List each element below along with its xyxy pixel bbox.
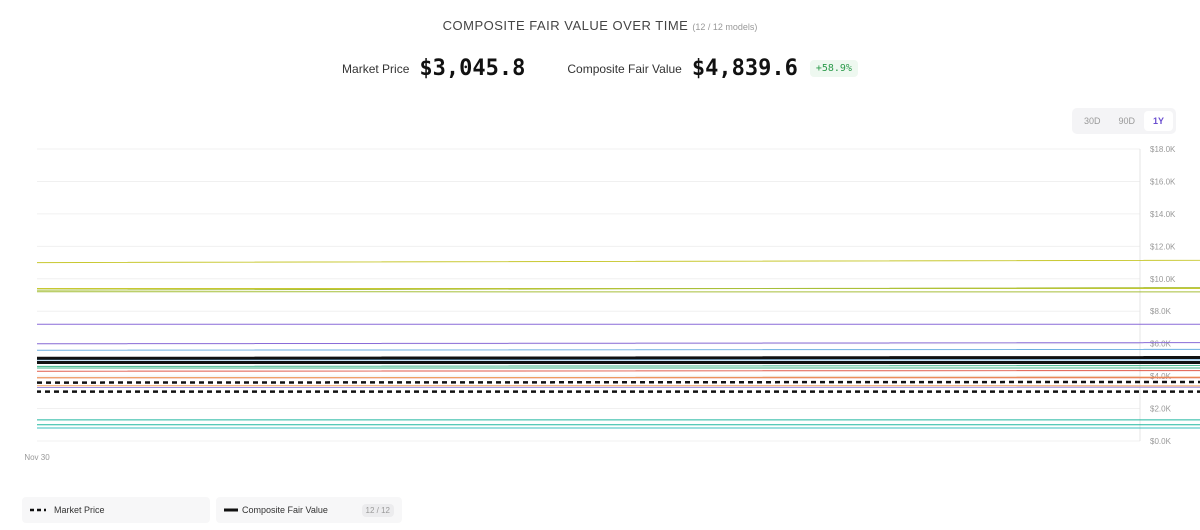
- legend-market-price[interactable]: Market Price: [22, 497, 210, 523]
- line-chart: $0.0K$2.0K$4.0K$6.0K$8.0K$10.0K$12.0K$14…: [24, 145, 1200, 462]
- model-series-line: [36, 376, 1200, 387]
- chart-title: COMPOSITE FAIR VALUE OVER TIME (12 / 12 m…: [0, 18, 1200, 33]
- title-text: COMPOSITE FAIR VALUE OVER TIME: [442, 18, 689, 33]
- range-selector: 30D 90D 1Y: [1072, 108, 1177, 134]
- legend-composite[interactable]: Composite Fair Value 12 / 12: [216, 497, 402, 523]
- range-1y-button[interactable]: 1Y: [1144, 111, 1174, 131]
- y-tick-label: $8.0K: [1150, 307, 1172, 316]
- y-tick-label: $16.0K: [1150, 177, 1176, 186]
- y-tick-label: $6.0K: [1150, 340, 1172, 349]
- y-tick-label: $2.0K: [1150, 405, 1172, 414]
- model-series-line: [36, 419, 1200, 426]
- y-tick-label: $18.0K: [1150, 145, 1176, 154]
- solid-line-icon: [224, 508, 238, 512]
- fair-value-value: $4,839.6: [691, 56, 798, 81]
- model-count: (12 / 12 models): [692, 22, 758, 32]
- y-tick-label: $14.0K: [1150, 210, 1176, 219]
- market-price-value: $3,045.8: [419, 56, 526, 81]
- model-series-line: [36, 348, 1200, 361]
- fair-value-label: Composite Fair Value: [567, 61, 682, 76]
- y-tick-label: $12.0K: [1150, 242, 1176, 251]
- legend-composite-label: Composite Fair Value: [242, 505, 328, 515]
- model-series-line: [36, 427, 1200, 429]
- x-tick-label: Nov 30: [24, 453, 50, 462]
- market-price-label: Market Price: [342, 61, 410, 76]
- dashed-line-icon: [30, 508, 46, 512]
- legend-market-label: Market Price: [54, 505, 105, 515]
- y-tick-label: $0.0K: [1150, 437, 1172, 446]
- stats-row: Market Price $3,045.8 Composite Fair Val…: [0, 56, 1200, 81]
- range-30d-button[interactable]: 30D: [1084, 116, 1101, 126]
- range-90d-button[interactable]: 90D: [1118, 116, 1136, 126]
- legend-count: 12 / 12: [361, 503, 394, 517]
- model-series-line: [36, 259, 1200, 290]
- change-badge: +58.9%: [809, 60, 858, 77]
- market-price-line: [36, 380, 1200, 393]
- y-tick-label: $10.0K: [1150, 275, 1176, 284]
- legend: Market Price Composite Fair Value 12 / 1…: [22, 497, 402, 523]
